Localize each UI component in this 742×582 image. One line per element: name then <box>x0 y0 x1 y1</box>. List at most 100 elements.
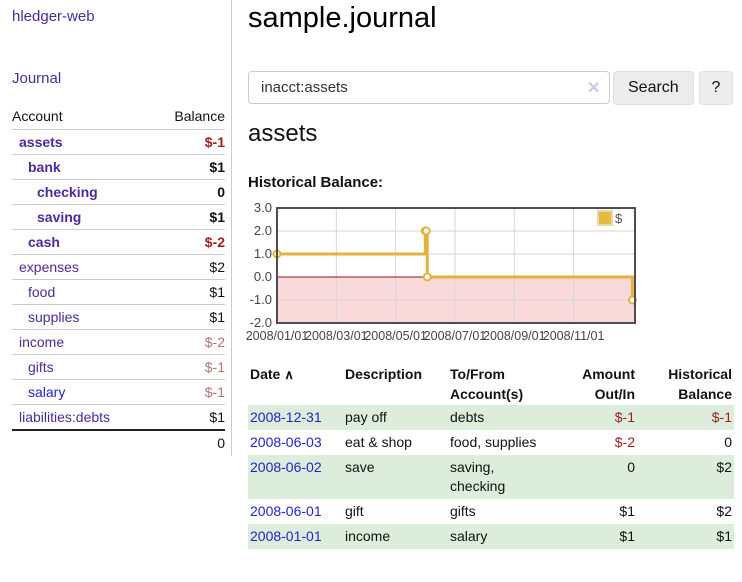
account-row: liabilities:debts $1 <box>12 404 225 431</box>
account-row: expenses $2 <box>12 254 225 280</box>
main-content: sample.journal ✕ Search ? assets Histori… <box>240 0 742 582</box>
transaction-accounts: saving, checking <box>448 455 544 499</box>
account-balance: $-1 <box>204 384 225 400</box>
accounts-total-balance: 0 <box>217 435 225 451</box>
transaction-description: eat & shop <box>345 434 412 450</box>
register-header-balance: Historical Balance <box>668 366 732 402</box>
search-button[interactable]: Search <box>613 71 694 105</box>
account-balance: $1 <box>209 284 225 300</box>
accounts-header-balance: Balance <box>174 108 225 124</box>
account-link-liabilities-debts[interactable]: liabilities:debts <box>19 409 111 425</box>
register-header-date[interactable]: Date ∧ <box>250 366 294 382</box>
account-balance: $1 <box>209 409 225 425</box>
chart-border <box>276 207 636 324</box>
account-link-gifts[interactable]: gifts <box>28 359 54 375</box>
register-header-row: Date ∧ Description To/From Account(s) Amo… <box>248 363 734 405</box>
search-input[interactable] <box>248 71 610 104</box>
clear-search-icon[interactable]: ✕ <box>587 80 601 97</box>
chart-x-tick-label: 2008/11/01 <box>543 329 605 343</box>
transaction-amount: $-1 <box>544 405 637 430</box>
transaction-description: gift <box>345 503 364 519</box>
account-row: income $-2 <box>12 329 225 355</box>
transaction-balance: $2 <box>637 455 734 499</box>
register-row: 2008-01-01 income salary $1 $1 <box>248 524 734 549</box>
chart-legend-swatch <box>597 210 613 226</box>
page-title: sample.journal <box>248 2 437 34</box>
account-link-food[interactable]: food <box>28 284 56 300</box>
account-balance: $1 <box>209 309 225 325</box>
account-link-supplies[interactable]: supplies <box>28 309 80 325</box>
account-row: food $1 <box>12 279 225 305</box>
transaction-accounts: food, supplies <box>450 434 537 450</box>
register-header-description: Description <box>345 366 423 382</box>
transaction-amount: 0 <box>544 455 637 499</box>
accounts-total-spacer <box>12 430 153 455</box>
chart-y-tick-label: 3.0 <box>254 200 272 215</box>
chart-data-point <box>421 226 431 236</box>
accounts-table: Account Balance assets $-1 bank $1 checking 0… <box>12 104 225 455</box>
account-balance: $1 <box>209 209 225 225</box>
register-row: 2008-06-03 eat & shop food, supplies $-2 0 <box>248 430 734 455</box>
account-row: supplies $1 <box>12 304 225 330</box>
chart-x-tick-label: 2008/01/01 <box>246 329 309 343</box>
transaction-date-link[interactable]: 2008-01-01 <box>250 528 322 544</box>
register-header-accounts: To/From Account(s) <box>450 366 524 402</box>
transaction-balance: $1 <box>637 524 734 549</box>
register-table: Date ∧ Description To/From Account(s) Amo… <box>248 363 734 549</box>
app-brand-link[interactable]: hledger-web <box>12 8 95 25</box>
account-link-assets[interactable]: assets <box>19 134 63 150</box>
accounts-tbody: assets $-1 bank $1 checking 0 saving $1 cash $-2 e… <box>12 129 225 431</box>
account-balance: $1 <box>209 159 225 175</box>
transaction-date-link[interactable]: 2008-06-03 <box>250 434 322 450</box>
chart-y-tick-label: 2.0 <box>254 223 272 238</box>
account-row: gifts $-1 <box>12 354 225 380</box>
chart-data-point <box>422 272 432 282</box>
account-link-expenses[interactable]: expenses <box>19 259 79 275</box>
account-row: saving $1 <box>12 204 225 230</box>
chart-heading: Historical Balance: <box>248 174 384 191</box>
account-link-saving[interactable]: saving <box>37 209 82 225</box>
account-balance: $-1 <box>204 359 225 375</box>
account-row: assets $-1 <box>12 129 225 155</box>
chart-y-tick-label: -2.0 <box>250 315 272 330</box>
historical-balance-chart[interactable]: 3.0 2.0 1.0 0.0 -1.0 -2.02008/01/012008/03/01… <box>240 200 650 350</box>
transaction-amount: $1 <box>544 524 637 549</box>
transaction-description: income <box>343 524 448 549</box>
chart-x-tick-label: 2008/05/01 <box>364 329 427 343</box>
transaction-date-link[interactable]: 2008-12-31 <box>250 409 322 425</box>
transaction-balance: 0 <box>724 434 732 450</box>
register-header-amount: Amount Out/In <box>582 366 635 402</box>
sort-ascending-icon: ∧ <box>284 367 294 382</box>
register-row: 2008-06-01 gift gifts $1 $2 <box>248 499 734 524</box>
account-balance: $-2 <box>204 234 225 250</box>
transaction-description: pay off <box>343 405 448 430</box>
account-link-checking[interactable]: checking <box>37 184 98 200</box>
chart-x-tick-label: 2008/09/01 <box>483 329 546 343</box>
account-row: salary $-1 <box>12 379 225 405</box>
transaction-accounts: debts <box>448 405 544 430</box>
account-link-salary[interactable]: salary <box>28 384 66 400</box>
account-row: checking 0 <box>12 179 225 205</box>
chart-y-tick-label: 1.0 <box>254 246 272 261</box>
chart-x-tick-label: 2008/07/01 <box>424 329 487 343</box>
chart-x-tick-label: 2008/03/01 <box>305 329 368 343</box>
transaction-date-link[interactable]: 2008-06-02 <box>250 459 322 475</box>
transaction-accounts: salary <box>448 524 544 549</box>
account-balance: $2 <box>209 259 225 275</box>
register-tbody: 2008-12-31 pay off debts $-1 $-1 2008-06-03 ea… <box>248 405 734 549</box>
transaction-date-link[interactable]: 2008-06-01 <box>250 503 322 519</box>
transaction-balance: $-1 <box>637 405 734 430</box>
transaction-description: save <box>343 455 448 499</box>
transaction-accounts: gifts <box>450 503 476 519</box>
chart-y-tick-label: -1.0 <box>250 292 272 307</box>
account-balance: $-1 <box>204 134 225 150</box>
account-link-income[interactable]: income <box>19 334 65 350</box>
account-link-cash[interactable]: cash <box>28 234 60 250</box>
transaction-amount: $1 <box>619 503 635 519</box>
account-link-bank[interactable]: bank <box>28 159 61 175</box>
help-button[interactable]: ? <box>699 71 733 105</box>
accounts-header-row: Account Balance <box>12 104 225 130</box>
chart-y-tick-label: 0.0 <box>254 269 272 284</box>
sidebar-item-journal[interactable]: Journal <box>12 70 62 87</box>
register-row: 2008-12-31 pay off debts $-1 $-1 <box>248 405 734 430</box>
